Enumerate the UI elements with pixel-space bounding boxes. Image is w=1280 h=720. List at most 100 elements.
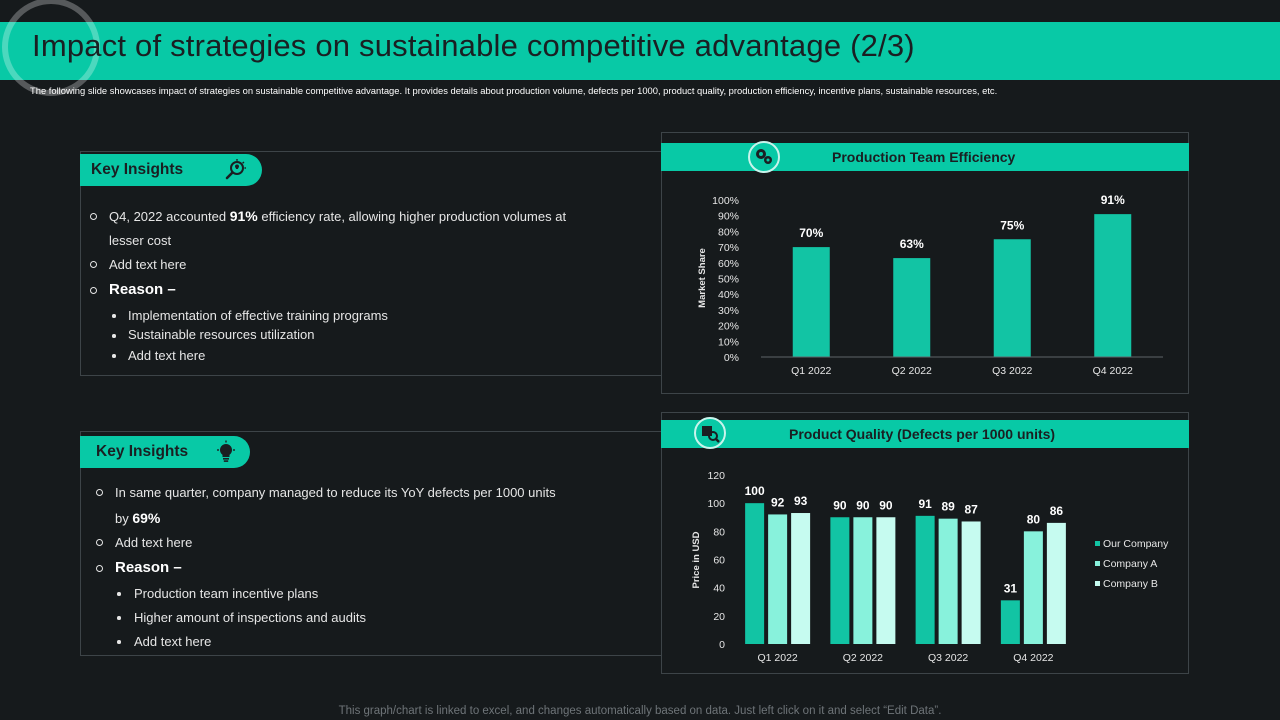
- lightbulb-icon: [217, 440, 235, 462]
- bullet-ring: [96, 489, 103, 496]
- reason-item: Add text here: [128, 348, 206, 363]
- insight-point-1-line-2: lesser cost: [109, 233, 172, 248]
- legend-label: Our Company: [1103, 538, 1169, 550]
- data-label: 100: [745, 484, 765, 498]
- data-label: 90: [856, 498, 870, 512]
- y-tick-label: 90%: [718, 211, 739, 223]
- x-tick-label: Q4 2022: [1093, 365, 1133, 377]
- y-tick-label: 60: [713, 555, 725, 567]
- y-tick-label: 20%: [718, 321, 739, 333]
- bar: [961, 521, 981, 644]
- y-tick-label: 100%: [712, 195, 739, 207]
- bullet-dot: [117, 616, 121, 620]
- data-label: 31: [1004, 581, 1018, 595]
- data-label: 89: [941, 500, 955, 514]
- quality-chart-header: Product Quality (Defects per 1000 units): [661, 420, 1189, 448]
- data-label: 63%: [900, 237, 924, 251]
- bar: [791, 513, 811, 644]
- reason-item: Add text here: [134, 634, 212, 649]
- y-tick-label: 20: [713, 611, 725, 623]
- y-tick-label: 0%: [724, 352, 739, 364]
- data-label: 92: [771, 495, 785, 509]
- gears-icon: [756, 149, 772, 164]
- x-tick-label: Q2 2022: [843, 652, 883, 664]
- bullet-dot: [117, 592, 121, 596]
- y-tick-label: 40: [713, 583, 725, 595]
- bar: [853, 517, 873, 644]
- insight-point-2: Add text here: [109, 257, 187, 272]
- efficiency-chart: 0% 10% 20% 30% 40% 50% 60% 70% 80% 90% 100% 70% 63%…: [697, 193, 1163, 377]
- bullet-ring: [96, 539, 103, 546]
- decorative-circle: [2, 0, 100, 96]
- x-tick-label: Q1 2022: [757, 652, 797, 664]
- y-tick-label: 80%: [718, 226, 739, 238]
- bar: [993, 239, 1031, 357]
- efficiency-chart-icon: [748, 141, 780, 173]
- data-label: 91%: [1101, 193, 1125, 207]
- y-tick-label: 30%: [718, 305, 739, 317]
- x-tick-label: Q4 2022: [1013, 652, 1053, 664]
- efficiency-chart-title: Production Team Efficiency: [832, 149, 1016, 165]
- quality-chart-title: Product Quality (Defects per 1000 units): [789, 426, 1056, 442]
- reason-item: Production team incentive plans: [134, 586, 319, 601]
- bar: [768, 514, 788, 644]
- data-label: 86: [1050, 504, 1064, 518]
- y-tick-label: 10%: [718, 336, 739, 348]
- data-label: 87: [964, 502, 978, 516]
- insight-point-2: Add text here: [115, 535, 193, 550]
- x-tick-label: Q1 2022: [791, 365, 831, 377]
- bullet-ring: [90, 287, 97, 294]
- bar: [830, 517, 850, 644]
- reason-heading: Reason –: [115, 559, 182, 576]
- y-tick-label: 70%: [718, 242, 739, 254]
- data-label: 93: [794, 494, 808, 508]
- efficiency-chart-header: Production Team Efficiency: [661, 143, 1189, 171]
- reason-item: Higher amount of inspections and audits: [134, 610, 366, 625]
- x-tick-label: Q3 2022: [928, 652, 968, 664]
- footer-note: This graph/chart is linked to excel, and…: [338, 705, 942, 717]
- y-tick-label: 0: [719, 639, 725, 651]
- bar: [1000, 600, 1020, 644]
- y-tick-label: 100: [707, 498, 725, 510]
- data-label: 90: [879, 498, 893, 512]
- legend-swatch: [1095, 541, 1100, 546]
- bar: [1023, 531, 1043, 644]
- legend-label: Company A: [1103, 558, 1157, 570]
- y-tick-label: 40%: [718, 289, 739, 301]
- legend-swatch: [1095, 581, 1100, 586]
- bullet-dot: [112, 334, 116, 338]
- page-subtitle: The following slide showcases impact of …: [30, 85, 998, 96]
- reason-heading: Reason –: [109, 281, 176, 298]
- y-tick-label: 60%: [718, 258, 739, 270]
- key-insights-badge: Key Insights: [80, 154, 262, 186]
- bullet-ring: [90, 213, 97, 220]
- bullet-dot: [112, 354, 116, 358]
- bar: [893, 258, 931, 357]
- quality-chart: 0 20 40 60 80 100 120 100 92 93 90 90 90 91 89 87 31 80 8…: [691, 470, 1169, 664]
- bullet-dot: [117, 640, 121, 644]
- insight-point-1: Q4, 2022 accounted 91% efficiency rate, …: [109, 208, 567, 224]
- reason-item: Implementation of effective training pro…: [128, 308, 388, 323]
- bar: [876, 517, 896, 644]
- y-tick-label: 120: [707, 470, 725, 482]
- insights-panel-efficiency: [80, 151, 662, 376]
- bar: [745, 503, 765, 644]
- inspection-icon: [702, 426, 720, 443]
- magnifier-bulb-icon: [225, 159, 246, 180]
- data-label: 90: [833, 498, 847, 512]
- title-bar: [0, 22, 1280, 80]
- key-insights-badge: Key Insights: [80, 436, 250, 468]
- y-tick-label: 80: [713, 526, 725, 538]
- data-label: 70%: [799, 226, 823, 240]
- bar: [1094, 214, 1132, 357]
- bar: [1046, 522, 1066, 644]
- data-label: 91: [918, 497, 932, 511]
- legend-label: Company B: [1103, 578, 1158, 590]
- data-label: 80: [1027, 512, 1041, 526]
- bullet-ring: [96, 565, 103, 572]
- bullet-dot: [112, 314, 116, 318]
- insight-point-1: In same quarter, company managed to redu…: [115, 485, 556, 500]
- bar: [915, 515, 935, 644]
- reason-item: Sustainable resources utilization: [128, 327, 315, 342]
- x-tick-label: Q2 2022: [892, 365, 932, 377]
